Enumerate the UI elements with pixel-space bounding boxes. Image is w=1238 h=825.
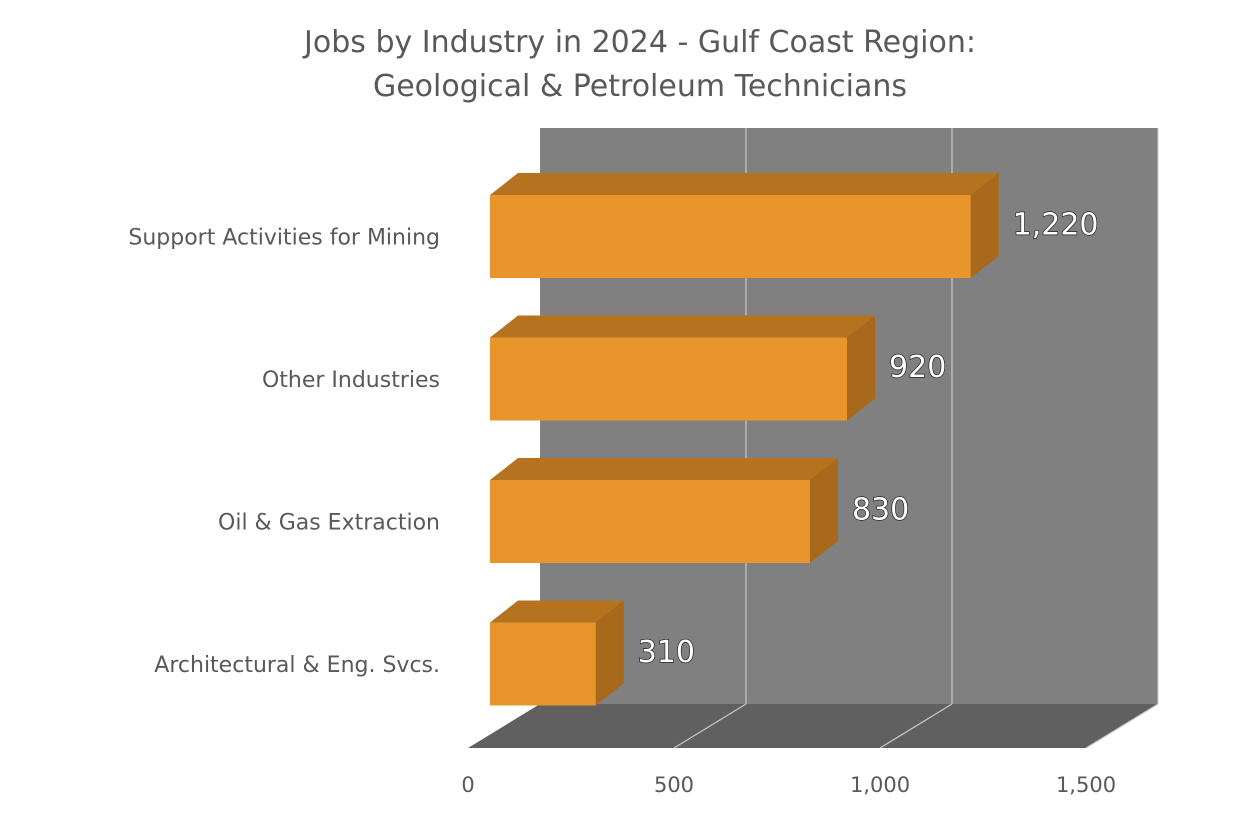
x-tick-label: 0 [461, 773, 474, 797]
category-label: Architectural & Eng. Svcs. [154, 653, 440, 678]
data-label: 1,220 [1013, 208, 1099, 243]
x-tick-label: 1,500 [1056, 773, 1116, 797]
data-label: 920 [889, 350, 946, 385]
bar-top [490, 173, 999, 195]
category-label: Support Activities for Mining [128, 226, 440, 251]
plot-area: 0 500 1,000 1,500 Support Activities for Min… [128, 128, 1159, 797]
data-label: 310 [638, 635, 695, 670]
gridline-floor-2 [879, 703, 953, 749]
data-label: 830 [852, 493, 909, 528]
category-label: Oil & Gas Extraction [218, 511, 440, 536]
gridline-floor-1 [673, 703, 747, 749]
chart-title-line-2: Geological & Petroleum Technicians [373, 69, 907, 104]
category-label: Other Industries [262, 368, 440, 393]
x-tick-label: 500 [654, 773, 694, 797]
bar [490, 337, 848, 421]
bar [490, 480, 810, 563]
bar [490, 195, 971, 278]
bar-side [970, 173, 999, 278]
chart-title-line-1: Jobs by Industry in 2024 - Gulf Coast Re… [302, 25, 976, 60]
floor [468, 704, 1158, 748]
gridline-floor-3 [1085, 703, 1159, 749]
bar [490, 622, 596, 706]
bar-top [490, 458, 838, 480]
bar-side [847, 315, 876, 421]
bar-side [809, 458, 838, 563]
bar-top [490, 600, 624, 623]
bar-side [595, 600, 624, 706]
bar-top [490, 315, 876, 338]
x-tick-label: 1,000 [850, 773, 910, 797]
